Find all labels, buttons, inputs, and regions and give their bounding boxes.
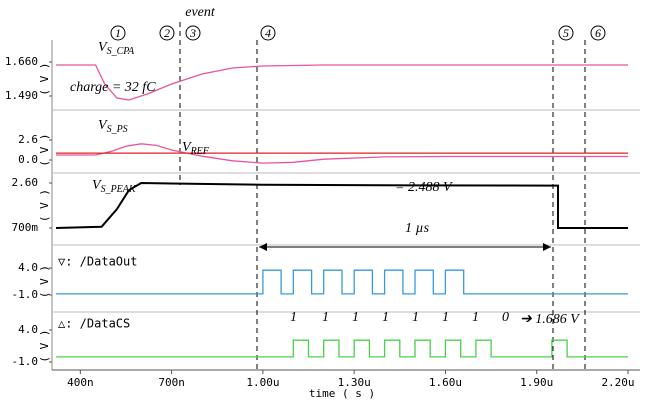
annotation-subscript: REF	[190, 146, 210, 157]
annotation: 0	[502, 310, 509, 325]
trace	[56, 269, 628, 295]
y-tick-label: 700m	[12, 221, 39, 234]
x-tick-label: 1.00u	[246, 376, 279, 389]
annotation-text: V	[98, 40, 108, 55]
y-tick-label: 4.0	[18, 323, 38, 336]
y-tick-label: 0.0	[18, 153, 38, 166]
marker-circle	[159, 25, 175, 41]
annotation-text: V	[182, 140, 192, 155]
x-tick-label: 1.30u	[338, 376, 371, 389]
annotation-text: 1	[382, 310, 389, 325]
x-axis-label: time ( s )	[309, 387, 375, 400]
annotation-subscript: S_PEAK	[101, 184, 137, 195]
x-tick-label: 700n	[158, 376, 185, 389]
annotation: VS_PEAK	[92, 178, 137, 195]
y-axis-label: ( V )	[38, 329, 51, 362]
annotation: 1 µs	[405, 221, 430, 236]
legend-entry: △: /DataCS	[58, 317, 130, 331]
annotation-text: 1	[290, 310, 297, 325]
trace	[56, 143, 628, 164]
trace	[56, 339, 628, 358]
y-tick-label: 1.660	[5, 55, 38, 68]
trace	[56, 64, 628, 101]
annotation: = 2.488 V	[395, 180, 453, 195]
y-axis-label: ( V )	[38, 133, 51, 166]
y-axis-label: ( V )	[38, 62, 51, 95]
y-tick-label: 2.60	[12, 176, 39, 189]
annotation: ➔ 1.686 V	[520, 312, 580, 327]
annotation-text: 1	[352, 310, 359, 325]
y-tick-label: -1.0	[12, 288, 39, 301]
annotation-subscript: S_CPA	[107, 46, 135, 57]
marker-number: 2	[164, 26, 170, 40]
annotation: VS_PS	[98, 118, 128, 135]
trace	[55, 181, 628, 229]
marker-circle	[590, 25, 606, 41]
annotation-text: 0	[502, 310, 509, 325]
annotation-text: ➔ 1.686 V	[520, 312, 580, 327]
marker-number: 1	[115, 26, 121, 40]
y-tick-label: 4.0	[18, 261, 38, 274]
x-tick-label: 1.90u	[520, 376, 553, 389]
legend-entry: ▽: /DataOut	[58, 255, 137, 269]
y-tick-label: 1.490	[5, 89, 38, 102]
annotation-text: 1 µs	[405, 221, 430, 236]
x-tick-label: 1.60u	[429, 376, 462, 389]
marker-number: 6	[595, 26, 601, 40]
annotation-text: 1	[472, 310, 479, 325]
annotation: 1	[442, 310, 449, 325]
y-axis-label: ( V )	[38, 265, 51, 298]
annotation-text: V	[98, 118, 108, 133]
x-tick-label: 400n	[67, 376, 94, 389]
annotation-subscript: S_PS	[107, 124, 128, 135]
marker-circle	[260, 25, 276, 41]
marker-circle	[558, 25, 574, 41]
annotation: 1	[472, 310, 479, 325]
annotation-text: 1	[412, 310, 419, 325]
x-tick-label: 2.20u	[601, 376, 634, 389]
annotation-text: 1	[442, 310, 449, 325]
annotation: 1	[290, 310, 297, 325]
annotation-text: charge = 32 fC	[70, 80, 156, 95]
event-label: event	[185, 5, 216, 20]
y-axis-label: ( V )	[38, 189, 51, 222]
y-tick-label: 2.6	[18, 133, 38, 146]
annotation: 1	[352, 310, 359, 325]
annotation-text: V	[92, 178, 102, 193]
marker-number: 3	[189, 26, 196, 40]
marker-circle	[110, 25, 126, 41]
annotation: charge = 32 fC	[70, 80, 156, 95]
annotation: VREF	[182, 140, 210, 157]
marker-circle	[185, 25, 201, 41]
annotation-text: 1	[322, 310, 329, 325]
annotation: 1	[412, 310, 419, 325]
annotation: 1	[322, 310, 329, 325]
annotation-text: = 2.488 V	[395, 180, 453, 195]
marker-number: 5	[563, 26, 569, 40]
y-tick-label: -1.0	[12, 355, 39, 368]
marker-number: 4	[265, 26, 271, 40]
annotation: VS_CPA	[98, 40, 135, 57]
annotation: 1	[382, 310, 389, 325]
